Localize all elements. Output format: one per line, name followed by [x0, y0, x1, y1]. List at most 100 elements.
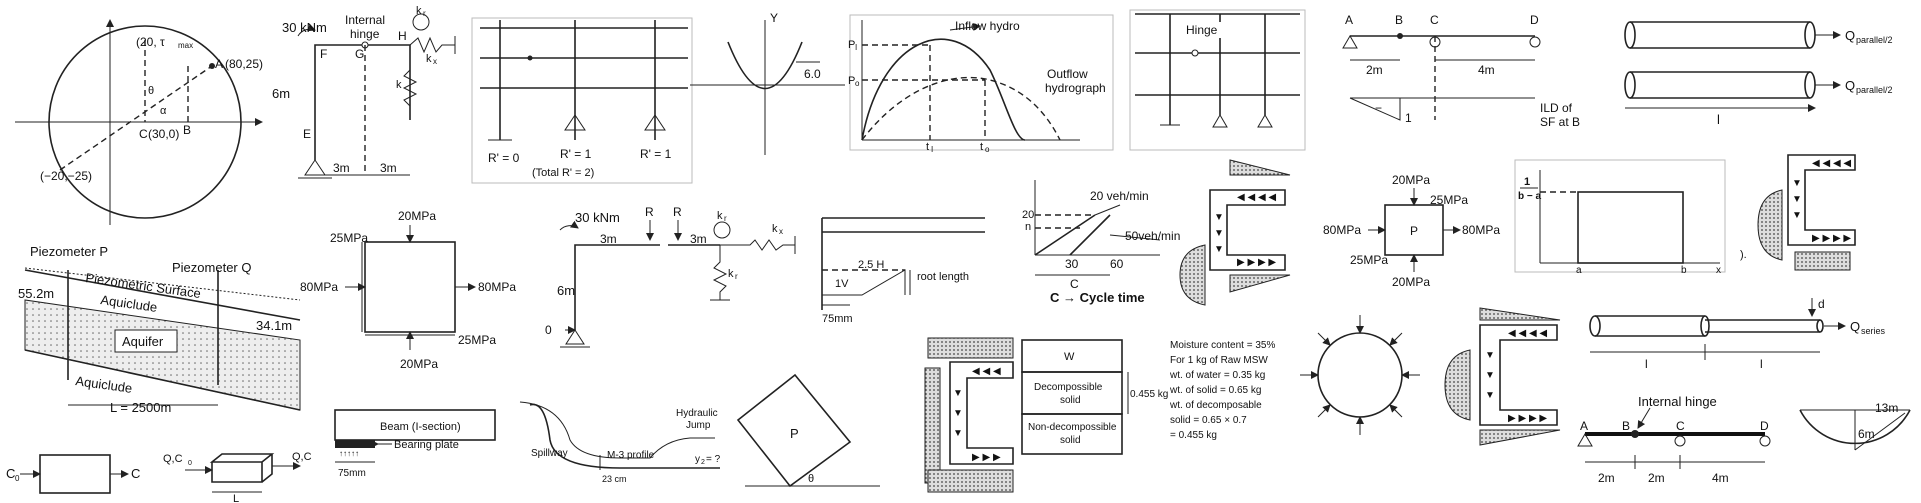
rotated-element-diagram: P θ [736, 373, 880, 488]
misc-dot-label: ). [1740, 249, 1747, 261]
frame1-node-h: H [398, 29, 407, 43]
mohr-point-b-label: B [183, 123, 191, 137]
series-l2: l [1760, 357, 1763, 371]
root-length-diagram: 2.5 H 1V root length 75mm [821, 217, 985, 325]
plug-flow-in-sub: 0 [188, 460, 192, 467]
series-q-sub: series [1861, 326, 1886, 336]
svg-text:▼: ▼ [1792, 210, 1802, 221]
frame-spring-diagram-2: 30 kNm R R 3m 3m 6m 0 k r k x k r [545, 205, 796, 348]
hydrograph-p-i-sub: I [855, 43, 857, 52]
frame1-spring-kx-sub: x [433, 57, 437, 66]
mohr-circle-diagram: A (80,25) (20, τ max C (30,0) B (−20,−25… [15, 19, 263, 225]
radial-pressure-diagram [1300, 315, 1420, 435]
ild-bottom-s3: 4m [1712, 471, 1729, 485]
aquifer-h-right: 34.1m [256, 318, 292, 333]
svg-text:▼: ▼ [1792, 194, 1802, 205]
spillway-diagram: Spillway Hydraulic Jump M-3 profile 23 c… [519, 401, 721, 484]
msw-line-4: wt. of decomposable [1169, 400, 1262, 411]
mohr-bottom-coord: (−20,−25) [40, 169, 92, 183]
svg-text:◀ ◀ ◀ ◀: ◀ ◀ ◀ ◀ [1508, 328, 1547, 339]
pressure-circle [1317, 332, 1403, 418]
stress2-top: 20MPa [1392, 173, 1430, 187]
ild-bottom-hinge: Internal hinge [1638, 394, 1717, 409]
mohr-circle [48, 25, 242, 219]
hydrograph-outflow-1: Outflow [1047, 67, 1088, 81]
stress2-left: 80MPa [1323, 223, 1361, 237]
svg-text:▼: ▼ [1214, 212, 1224, 223]
root-length-width: 75mm [822, 313, 853, 325]
series-d: d [1818, 297, 1825, 311]
frame1-height: 6m [272, 86, 290, 101]
frame2-spring-kx: k [772, 223, 778, 235]
series-pipes-diagram: Q series d l l [1589, 297, 1886, 371]
parabola-axis-label: Y [770, 11, 778, 25]
channel-shear-flow-2: ◀ ◀ ◀ ◀ ▶ ▶ ▶ ▶ ▼ ▼ ▼ ). [1740, 154, 1856, 271]
frame2-span2: 3m [690, 232, 707, 246]
uniform-a: a [1576, 265, 1582, 276]
uniform-b: b [1681, 265, 1687, 276]
stress-element-1: 20MPa 20MPa 80MPa 80MPa 25MPa 25MPa [300, 209, 516, 371]
frame1-span1: 3m [333, 161, 350, 175]
uniform-distribution-diagram: 1 b − a a b x [1514, 159, 1726, 276]
aquifer-piez-p: Piezometer P [30, 244, 108, 259]
svg-text:▼: ▼ [1792, 178, 1802, 189]
ild-top-label-1: ILD of [1540, 101, 1573, 115]
cstr-c: C [131, 466, 140, 481]
cstr-c0: C [6, 466, 15, 481]
msw-nondecomp-2: solid [1060, 435, 1081, 446]
stress2-tr: 25MPa [1430, 193, 1468, 207]
hinge-label: Hinge [1186, 23, 1218, 37]
frame-spring-diagram: 30 kNm Internal hinge F G H E 6m 3m 3m k… [272, 5, 456, 179]
mohr-alpha: α [160, 105, 167, 117]
pipes-len: l [1717, 112, 1720, 127]
spillway-jump-1: Hydraulic [676, 408, 718, 419]
msw-composition-diagram: W Decompossible solid Non-decompossible … [1021, 339, 1275, 455]
parabola-diagram: Y 6.0 [690, 11, 845, 155]
uniform-num: 1 [1524, 176, 1530, 188]
arc-segment-diagram: 13m 6m [1799, 401, 1911, 451]
stress1-top: 20MPa [398, 209, 436, 223]
ild-sf-diagram: A B C D 2m 4m − 1 ILD of SF at B [1342, 13, 1580, 129]
svg-text:▼: ▼ [1485, 350, 1495, 361]
ild-top-label-2: SF at B [1540, 115, 1580, 129]
msw-line-5: solid = 0.65 × 0.7 [1170, 415, 1247, 426]
spillway-depth: 23 cm [602, 474, 627, 484]
frame2-spring-ky-sub: r [735, 272, 738, 281]
msw-nondecomp-1: Non-decompossible [1028, 422, 1117, 433]
plug-flow-in: Q,C [163, 453, 183, 465]
frame2-moment: 30 kNm [575, 210, 620, 225]
stress2-bl: 25MPa [1350, 253, 1388, 267]
aquifer-length: L = 2500m [110, 400, 171, 415]
hydrograph-outflow-2: hydrograph [1045, 81, 1106, 95]
traffic-rate2: 50veh/min [1125, 229, 1180, 243]
pipes-q1-sub: parallel/2 [1856, 35, 1893, 45]
hinge-frame-diagram: Hinge [1129, 9, 1306, 151]
mohr-point-a-label: A [215, 57, 223, 71]
hydrograph-inflow: Inflow hydro [955, 19, 1020, 33]
msw-line-2: wt. of water = 0.35 kg [1169, 370, 1265, 381]
svg-text:▶ ▶ ▶ ▶: ▶ ▶ ▶ ▶ [1812, 233, 1851, 244]
mohr-top-coord: (20, τ [136, 35, 165, 49]
cstr-c0-sub: 0 [15, 474, 20, 483]
frame1-hinge-label-2: hinge [350, 27, 380, 41]
frame1-node-f: F [320, 47, 327, 61]
hinge-point [1191, 49, 1199, 57]
frame2-spring-kr: k [717, 210, 723, 222]
svg-text:▼: ▼ [953, 428, 963, 439]
reactor-diagrams: C 0 C Q,C 0 Q,C L [6, 451, 312, 503]
aquifer-piez-q: Piezometer Q [172, 260, 251, 275]
traffic-t30: 30 [1065, 257, 1079, 271]
mohr-point-a-coord: (80,25) [225, 57, 263, 71]
frame2-zero: 0 [545, 323, 552, 337]
frame1-spring-kx: k [426, 53, 432, 65]
rotated-theta: θ [808, 473, 814, 485]
svg-text:▼: ▼ [1485, 370, 1495, 381]
hydrograph-t-i-sub: I [931, 145, 933, 154]
beam-label: Beam (I-section) [380, 421, 461, 433]
msw-weight: 0.455 kg [1130, 389, 1168, 400]
ild-bottom-s2: 2m [1648, 471, 1665, 485]
aquifer-aquiclude-top: Aquiclude [100, 292, 159, 315]
frame2-height: 6m [557, 283, 575, 298]
msw-w: W [1064, 351, 1075, 363]
root-length-h: 2.5 H [858, 259, 884, 271]
